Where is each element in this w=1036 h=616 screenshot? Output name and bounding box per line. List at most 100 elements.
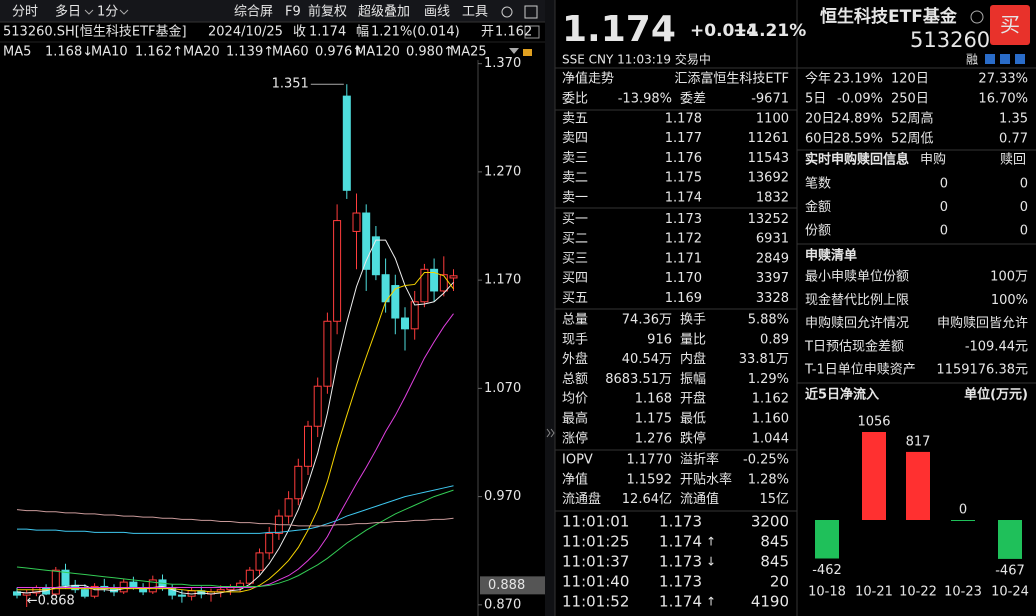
legend-name: MA60 bbox=[272, 45, 309, 60]
candle-body bbox=[304, 425, 312, 467]
value: 16.70% bbox=[978, 92, 1028, 107]
trade-price: 1.173 bbox=[659, 513, 702, 531]
bar-value: -467 bbox=[995, 563, 1025, 578]
candle-body bbox=[80, 589, 89, 597]
legend-name: MA20 bbox=[183, 45, 220, 60]
price: 1.169 bbox=[665, 291, 702, 306]
tab[interactable]: 净值走势 bbox=[562, 71, 614, 87]
label: 5日 bbox=[805, 92, 826, 107]
label: 120日 bbox=[891, 72, 929, 87]
volume: 11261 bbox=[748, 131, 789, 146]
menu-item[interactable]: 综合屏 bbox=[234, 5, 273, 20]
high-label: 1.351 bbox=[272, 77, 309, 92]
buy-button[interactable] bbox=[990, 5, 1030, 45]
tab[interactable]: 分时 bbox=[12, 5, 38, 20]
label: 0 bbox=[940, 224, 948, 239]
trade-volume: 845 bbox=[760, 553, 789, 571]
fund-code: 513260 bbox=[910, 28, 990, 52]
label: 总量 bbox=[562, 313, 588, 328]
value: 1.168 bbox=[635, 392, 672, 407]
value: -9671 bbox=[751, 92, 789, 107]
value: 8683.51万 bbox=[605, 372, 672, 387]
candle-body bbox=[119, 581, 128, 593]
label: 0 bbox=[1020, 224, 1028, 239]
price: 1.170 bbox=[665, 271, 702, 286]
bar bbox=[815, 520, 839, 559]
buy-label[interactable]: 买 bbox=[1000, 13, 1020, 37]
candle-body bbox=[420, 268, 429, 303]
label: 开贴水率 bbox=[680, 471, 732, 487]
label: 卖五 bbox=[562, 112, 588, 127]
trade-price: 1.174 bbox=[659, 593, 702, 611]
symbol: 513260.SH[恒生科技ETF基金] bbox=[3, 24, 187, 40]
ma-line bbox=[17, 272, 454, 593]
value: 1.162 bbox=[752, 392, 789, 407]
label: 买二 bbox=[562, 232, 588, 247]
label: 60日 bbox=[805, 132, 835, 147]
tool-icon[interactable] bbox=[1015, 54, 1025, 64]
tab[interactable]: 1分 bbox=[97, 5, 118, 20]
candle-body bbox=[255, 552, 264, 571]
splitter bbox=[545, 0, 555, 616]
label: 买一 bbox=[562, 212, 588, 227]
close-price: 1.174 bbox=[309, 25, 346, 40]
label: 申购 bbox=[920, 152, 946, 168]
label: 跌停 bbox=[680, 430, 706, 446]
value: 0.89 bbox=[760, 332, 789, 347]
label: 内盘 bbox=[680, 351, 706, 367]
label: 52周低 bbox=[891, 132, 934, 147]
legend-name: MA5 bbox=[3, 45, 31, 60]
value: 1.175 bbox=[635, 412, 672, 427]
trade-arrow: ↑ bbox=[706, 535, 716, 549]
bar-value: -462 bbox=[812, 563, 842, 578]
value: 1.28% bbox=[748, 472, 789, 487]
menu-item[interactable]: F9 bbox=[285, 5, 301, 20]
layout-icon[interactable] bbox=[524, 5, 538, 19]
panel-icon[interactable] bbox=[524, 25, 540, 39]
value: 74.36万 bbox=[622, 313, 672, 328]
value: -13.98% bbox=[618, 92, 672, 107]
tool-icon[interactable] bbox=[1000, 54, 1010, 64]
menu-item[interactable]: 画线 bbox=[424, 5, 450, 20]
candle-body bbox=[439, 274, 448, 292]
bar-value: 0 bbox=[959, 503, 967, 518]
dropdown-icon[interactable] bbox=[84, 9, 129, 15]
section-title: 实时申购赎回信息 bbox=[805, 152, 909, 168]
tool-icon[interactable] bbox=[985, 54, 995, 64]
ma-line bbox=[17, 485, 454, 534]
label: 申购赎回允许情况 bbox=[805, 315, 909, 331]
value: 28.59% bbox=[833, 132, 883, 147]
menu-item[interactable]: 超级叠加 bbox=[358, 5, 410, 20]
trade-time: 11:01:25 bbox=[562, 533, 629, 551]
last-price: 1.174 bbox=[562, 9, 676, 50]
value: -0.25% bbox=[743, 453, 789, 468]
trade-volume: 3200 bbox=[751, 513, 789, 531]
collapse-icon[interactable] bbox=[546, 428, 555, 438]
bar bbox=[998, 520, 1022, 559]
candle-body bbox=[313, 385, 322, 427]
trade-time: 11:01:01 bbox=[562, 513, 629, 531]
value: -0.09% bbox=[837, 92, 883, 107]
label: 100万 bbox=[990, 270, 1028, 285]
open-price: 1.162 bbox=[495, 25, 532, 40]
label: 今年 bbox=[805, 71, 831, 87]
candle-body bbox=[449, 275, 458, 279]
menu-item[interactable]: 前复权 bbox=[308, 4, 347, 20]
label: 净值 bbox=[562, 471, 588, 487]
lock-icon[interactable] bbox=[523, 49, 532, 56]
legend-name: MA10 bbox=[91, 45, 128, 60]
change: 1.21%(0.014) bbox=[371, 25, 460, 40]
bar-category: 10-21 bbox=[855, 585, 893, 600]
candle-body bbox=[177, 594, 186, 597]
info-icon[interactable] bbox=[970, 10, 984, 24]
menu-item[interactable]: 工具 bbox=[462, 5, 488, 20]
label: 买三 bbox=[562, 251, 588, 266]
label: 卖三 bbox=[562, 151, 588, 166]
tab[interactable]: 多日 bbox=[55, 4, 81, 20]
candle-body bbox=[410, 301, 419, 330]
settings-icon[interactable] bbox=[501, 6, 513, 18]
volume: 1832 bbox=[756, 190, 789, 205]
dropdown-icon[interactable] bbox=[509, 48, 519, 54]
label: 卖四 bbox=[562, 131, 588, 146]
trade-volume: 845 bbox=[760, 533, 789, 551]
